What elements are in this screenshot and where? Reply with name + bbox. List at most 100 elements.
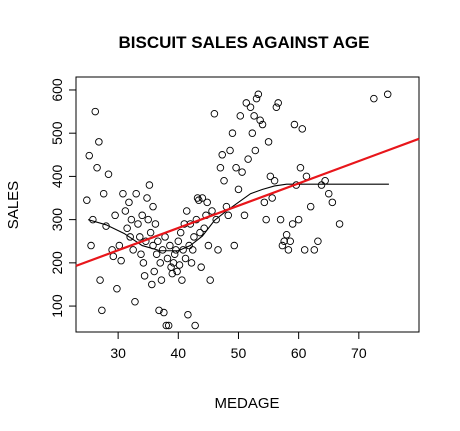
data-point <box>164 321 173 330</box>
data-point <box>157 276 166 284</box>
data-point <box>150 267 158 276</box>
y-tick-label: 200 <box>49 251 65 275</box>
plot-frame <box>75 76 420 333</box>
data-point <box>298 125 307 133</box>
data-point <box>166 241 174 250</box>
x-tick-label: 40 <box>171 345 187 361</box>
data-point <box>175 261 184 269</box>
data-point <box>286 237 294 245</box>
data-point <box>136 233 144 241</box>
data-point <box>85 151 93 160</box>
x-tick-label: 30 <box>110 345 126 361</box>
y-tick-label: 300 <box>49 208 65 232</box>
data-point <box>87 241 95 250</box>
data-point <box>191 321 199 330</box>
data-point <box>96 276 104 284</box>
y-tick-label: 600 <box>49 78 65 102</box>
data-point <box>238 168 246 176</box>
data-point <box>182 207 191 215</box>
data-point <box>212 215 220 224</box>
data-point <box>151 220 160 228</box>
data-point <box>132 189 140 198</box>
data-point <box>256 116 264 124</box>
data-point <box>176 228 185 237</box>
data-point <box>276 215 285 224</box>
data-point <box>193 194 202 202</box>
data-point <box>252 94 261 103</box>
data-point <box>270 176 279 185</box>
x-tick-label: 70 <box>351 345 367 361</box>
data-point <box>226 146 234 155</box>
y-axis: 100 200 300 400 500 600 <box>49 78 76 318</box>
data-point <box>187 259 196 267</box>
data-point <box>284 246 293 254</box>
chart-title: BISCUIT SALES AGAINST AGE <box>119 33 370 52</box>
data-point <box>173 267 181 276</box>
data-point <box>383 90 392 99</box>
data-point <box>190 233 198 241</box>
data-point <box>288 220 297 228</box>
data-point <box>220 176 228 185</box>
data-point <box>250 112 258 120</box>
data-point <box>321 176 329 185</box>
data-point <box>260 198 269 207</box>
data-point <box>111 211 119 220</box>
data-point <box>121 207 130 215</box>
data-point <box>262 215 270 224</box>
data-point <box>168 269 177 278</box>
data-point <box>258 120 267 129</box>
data-point <box>172 246 180 254</box>
data-point <box>224 211 232 220</box>
data-point <box>174 237 183 245</box>
y-axis-label: SALES <box>5 181 22 229</box>
data-point <box>268 194 276 202</box>
data-point <box>335 220 344 228</box>
data-point <box>214 246 222 254</box>
data-point <box>246 103 255 112</box>
y-tick-label: 400 <box>49 165 65 189</box>
data-point <box>230 241 239 250</box>
data-point <box>148 280 156 289</box>
data-point <box>216 164 225 172</box>
data-point <box>280 237 288 245</box>
data-point <box>232 164 240 172</box>
data-point <box>134 220 142 228</box>
data-point <box>146 228 155 237</box>
data-point <box>160 308 168 317</box>
data-point <box>156 259 164 267</box>
data-point <box>163 254 172 263</box>
data-point <box>242 99 251 107</box>
data-point <box>200 224 208 233</box>
data-point <box>155 306 163 315</box>
data-point <box>138 211 146 220</box>
data-point <box>181 254 190 263</box>
data-point <box>296 164 305 172</box>
data-point <box>210 109 219 118</box>
data-point <box>143 194 151 202</box>
data-point <box>144 215 152 224</box>
data-point <box>139 259 148 267</box>
data-point <box>195 196 203 204</box>
data-point <box>137 250 145 258</box>
data-point <box>145 181 154 189</box>
x-axis: 30 40 50 60 70 <box>110 332 367 361</box>
data-point <box>184 310 192 319</box>
data-point <box>278 241 287 250</box>
data-point <box>140 272 149 280</box>
data-point <box>170 250 179 258</box>
data-points <box>83 90 392 330</box>
data-point <box>152 250 161 258</box>
data-point <box>306 202 315 211</box>
data-point <box>251 146 260 155</box>
x-tick-label: 60 <box>291 345 307 361</box>
data-point <box>162 321 171 330</box>
data-point <box>370 94 378 103</box>
data-point <box>264 138 273 146</box>
data-point <box>197 263 205 271</box>
data-point <box>196 228 204 237</box>
data-point <box>131 297 139 306</box>
data-point <box>119 189 127 198</box>
data-point <box>234 185 243 194</box>
data-point <box>236 112 245 120</box>
